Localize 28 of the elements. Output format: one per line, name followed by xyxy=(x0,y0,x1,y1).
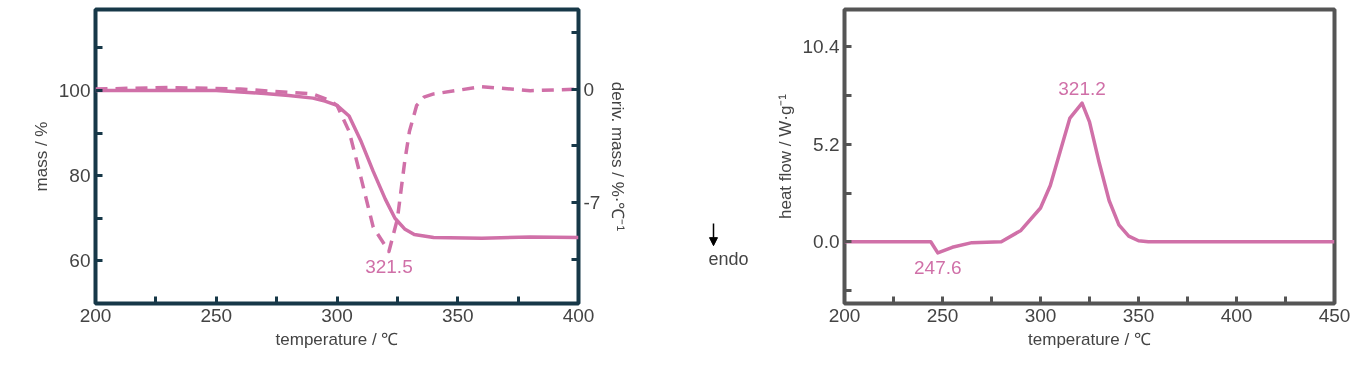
x-tick-label: 200 xyxy=(79,304,112,326)
x-tick-label: 300 xyxy=(321,304,353,326)
x-axis-title: temperature / ℃ xyxy=(275,329,399,349)
y-axis-title: mass / % xyxy=(31,121,51,192)
y-tick-label: 10.4 xyxy=(802,36,840,58)
x-tick-label: 350 xyxy=(1122,304,1155,326)
y2-tick-label: -7 xyxy=(583,192,601,214)
x-tick-label: 400 xyxy=(562,304,595,326)
y-axis-title: heat flow / W·g⁻¹ xyxy=(775,93,795,220)
x-tick-label: 250 xyxy=(926,304,959,326)
annotation: 321.5 xyxy=(365,255,413,277)
y-tick-label: 0.0 xyxy=(813,231,840,253)
y-tick-label: 100 xyxy=(58,79,91,101)
y2-tick-label: 0 xyxy=(583,78,595,100)
x-tick-label: 400 xyxy=(1220,304,1253,326)
x-axis-title: temperature / ℃ xyxy=(1028,329,1151,349)
x-tick-label: 200 xyxy=(828,304,861,326)
annotation: 321.2 xyxy=(1058,78,1106,100)
y-tick-label: 60 xyxy=(69,250,91,272)
y-tick-label: 80 xyxy=(69,165,91,187)
annotation: 247.6 xyxy=(914,256,962,278)
x-tick-label: 350 xyxy=(441,304,474,326)
y2-axis-title: deriv. mass / %·℃⁻¹ xyxy=(608,81,628,232)
x-tick-label: 450 xyxy=(1318,304,1351,326)
y-tick-label: 5.2 xyxy=(813,133,840,155)
x-tick-label: 300 xyxy=(1024,304,1057,326)
text: endo xyxy=(708,249,749,270)
x-tick-label: 250 xyxy=(200,304,233,326)
